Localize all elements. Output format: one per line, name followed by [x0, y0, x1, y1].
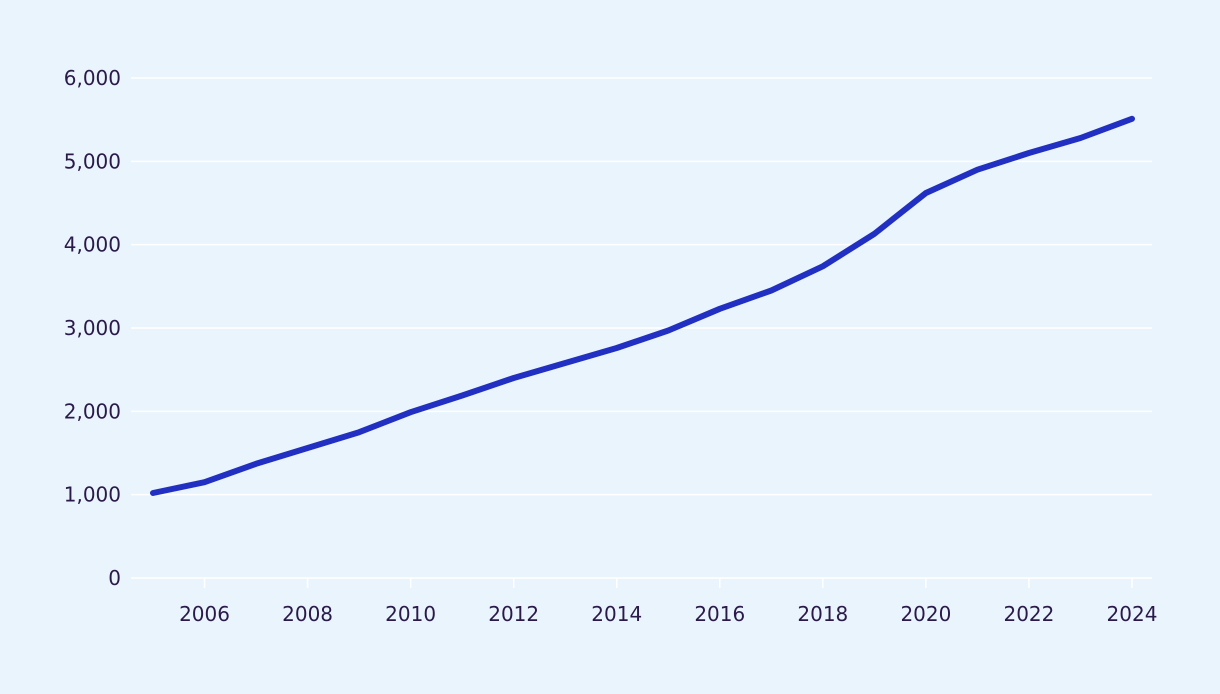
x-tick-label: 2014 [591, 602, 642, 626]
x-tick-label: 2006 [179, 602, 230, 626]
series-group [150, 115, 1135, 496]
grid-lines [131, 77, 1152, 496]
y-tick-label: 2,000 [64, 399, 121, 423]
y-tick-label: 4,000 [64, 233, 121, 257]
y-tick-label: 5,000 [64, 149, 121, 173]
x-tick-label: 2012 [488, 602, 539, 626]
y-tick-label: 6,000 [64, 66, 121, 90]
x-tick-label: 2022 [1003, 602, 1054, 626]
y-axis: 0 1,000 2,000 3,000 4,000 5,000 6,000 [64, 66, 121, 590]
x-tick-label: 2008 [282, 602, 333, 626]
y-tick-label: 3,000 [64, 316, 121, 340]
x-tick-label: 2010 [385, 602, 436, 626]
x-tick-label: 2024 [1107, 602, 1158, 626]
y-tick-label: 0 [108, 566, 121, 590]
y-tick-label: 1,000 [64, 483, 121, 507]
x-tick-label: 2016 [694, 602, 745, 626]
series-line-0 [150, 115, 1135, 496]
x-tick-label: 2020 [900, 602, 951, 626]
x-axis: 2006 2008 2010 2012 2014 2016 2018 2020 2022 2024 [131, 577, 1158, 626]
x-tick-label: 2018 [797, 602, 848, 626]
